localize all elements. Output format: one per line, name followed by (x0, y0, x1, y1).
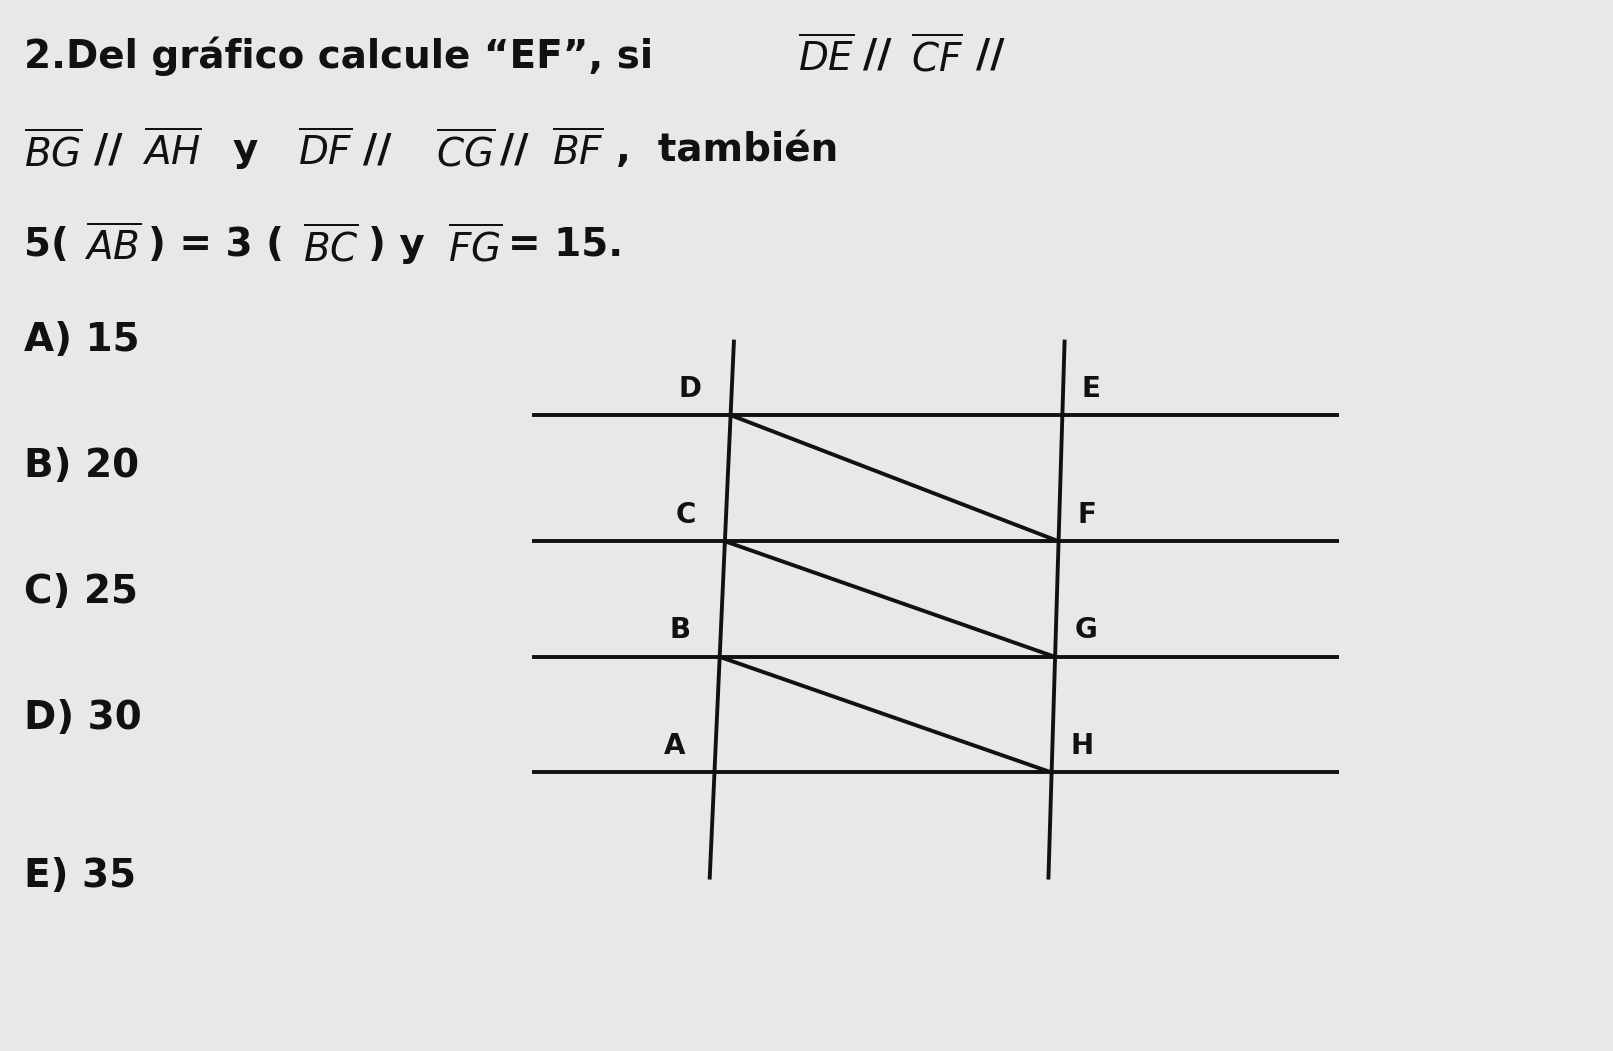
Text: D) 30: D) 30 (24, 699, 142, 737)
Text: $\overline{CF}$: $\overline{CF}$ (911, 37, 963, 80)
Text: A) 15: A) 15 (24, 321, 140, 358)
Text: $\overline{BC}$: $\overline{BC}$ (303, 226, 360, 269)
Text: y: y (206, 131, 286, 169)
Text: //: // (363, 131, 418, 169)
Text: $\overline{DF}$: $\overline{DF}$ (298, 131, 353, 173)
Text: = 15.: = 15. (508, 226, 623, 264)
Text: $\overline{AH}$: $\overline{AH}$ (142, 131, 202, 173)
Text: H: H (1071, 731, 1094, 760)
Text: G: G (1074, 616, 1097, 644)
Text: D: D (679, 374, 702, 403)
Text: ) y: ) y (368, 226, 439, 264)
Text: 2.Del gráfico calcule “EF”, si: 2.Del gráfico calcule “EF”, si (24, 37, 681, 77)
Text: ) = 3 (: ) = 3 ( (148, 226, 284, 264)
Text: F: F (1077, 500, 1097, 529)
Text: 5(: 5( (24, 226, 69, 264)
Text: C) 25: C) 25 (24, 573, 139, 611)
Text: //: // (976, 37, 1005, 75)
Text: $\overline{BF}$: $\overline{BF}$ (552, 131, 603, 173)
Text: $\overline{DE}$: $\overline{DE}$ (798, 37, 855, 79)
Text: //: // (863, 37, 892, 75)
Text: B: B (669, 616, 690, 644)
Text: $\overline{AB}$: $\overline{AB}$ (84, 226, 142, 268)
Text: A: A (665, 731, 686, 760)
Text: //: // (500, 131, 529, 169)
Text: E) 35: E) 35 (24, 857, 137, 894)
Text: $\overline{CG}$: $\overline{CG}$ (436, 131, 495, 174)
Text: $\overline{FG}$: $\overline{FG}$ (448, 226, 503, 269)
Text: E: E (1082, 374, 1100, 403)
Text: $\overline{BG}$: $\overline{BG}$ (24, 131, 82, 174)
Text: C: C (676, 500, 695, 529)
Text: B) 20: B) 20 (24, 447, 139, 485)
Text: ,  también: , también (616, 131, 839, 169)
Text: //: // (94, 131, 123, 169)
